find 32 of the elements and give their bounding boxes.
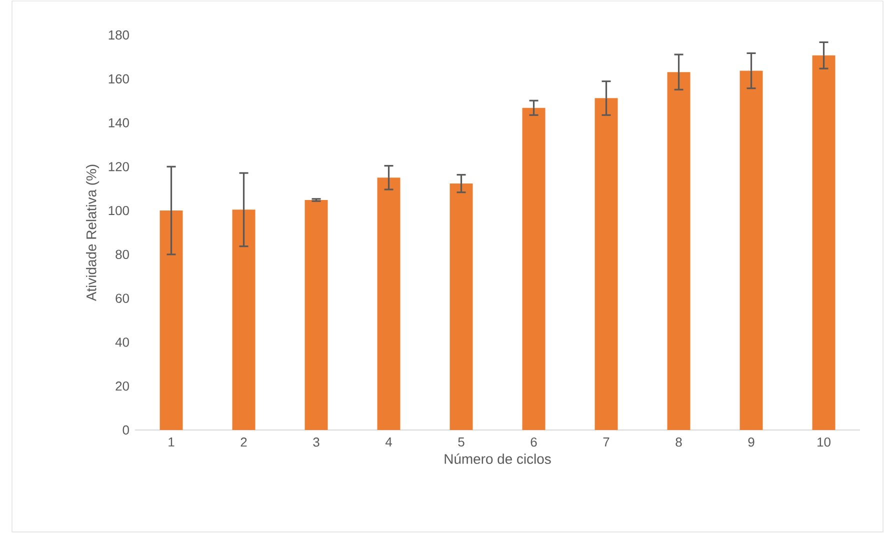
x-tick-label: 9 (748, 438, 754, 447)
x-tick-label: 8 (676, 438, 682, 447)
y-tick-label: 60 (116, 294, 129, 303)
y-tick-label: 80 (116, 250, 129, 260)
bar (812, 55, 836, 430)
bar (450, 184, 473, 430)
x-axis-title: Número de ciclos (444, 454, 551, 464)
y-tick-label: 140 (108, 118, 129, 128)
y-tick-label: 20 (116, 382, 129, 391)
bar (304, 200, 328, 430)
bar (740, 70, 763, 430)
bar (667, 72, 690, 430)
bar (377, 178, 400, 430)
x-tick-label: 4 (385, 438, 392, 446)
y-tick-label: 100 (108, 206, 129, 216)
bar (522, 108, 546, 430)
x-tick-label: 2 (240, 438, 247, 447)
bar (232, 210, 256, 430)
y-tick-label: 0 (122, 425, 129, 435)
x-tick-label: 1 (168, 438, 174, 446)
x-tick-label: 7 (603, 438, 610, 446)
x-tick-label: 10 (818, 438, 830, 447)
y-tick-label: 120 (108, 162, 129, 172)
y-axis-title: Atividade Relativa (%) (86, 164, 100, 302)
y-tick-label: 160 (108, 74, 129, 84)
bar (594, 98, 618, 430)
y-tick-label: 180 (108, 30, 129, 40)
x-tick-label: 5 (458, 438, 464, 447)
x-tick-label: 3 (313, 438, 320, 447)
x-tick-label: 6 (530, 438, 537, 447)
bar (160, 210, 183, 430)
y-tick-label: 40 (115, 338, 129, 347)
